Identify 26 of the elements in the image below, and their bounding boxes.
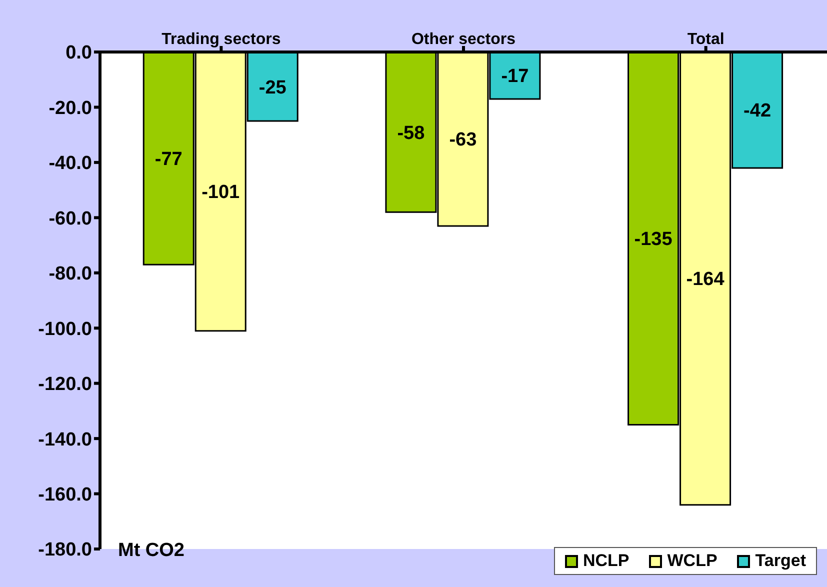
y-tick-label: -20.0 — [48, 98, 92, 119]
legend-label: Target — [754, 551, 806, 571]
data-label: -101 — [202, 182, 240, 204]
y-tick-label: -120.0 — [38, 374, 92, 396]
y-tick-label: -100.0 — [38, 318, 92, 340]
y-tick-label: -140.0 — [38, 429, 92, 450]
y-tick-label: -80.0 — [48, 264, 92, 285]
data-label: -164 — [686, 269, 725, 290]
data-label: -42 — [744, 100, 772, 122]
data-label: -135 — [634, 229, 673, 250]
annotation: Mt CO2 — [118, 540, 184, 562]
x-tick-label: Other sectors — [411, 31, 516, 48]
legend-label: NCLP — [582, 551, 630, 571]
y-tick-label: -180.0 — [38, 540, 92, 561]
data-label: -17 — [501, 66, 529, 88]
y-tick-label: -160.0 — [38, 484, 92, 506]
y-tick-label: 0.0 — [66, 42, 92, 64]
y-tick-label: -40.0 — [48, 153, 92, 174]
data-label: -63 — [449, 130, 477, 151]
data-label: -25 — [258, 77, 287, 98]
x-tick-label: Trading sectors — [162, 31, 281, 48]
legend-label: WCLP — [666, 551, 718, 571]
x-tick-label: Total — [687, 31, 724, 48]
data-label: -77 — [154, 149, 182, 170]
y-tick-label: -60.0 — [48, 208, 92, 230]
data-label: -58 — [397, 122, 425, 144]
